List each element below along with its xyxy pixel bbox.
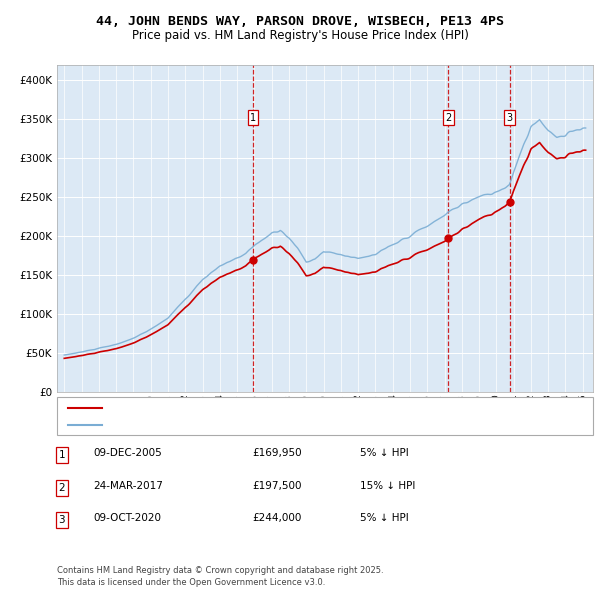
Text: 15% ↓ HPI: 15% ↓ HPI	[360, 481, 415, 491]
Text: 5% ↓ HPI: 5% ↓ HPI	[360, 513, 409, 523]
Text: £169,950: £169,950	[252, 448, 302, 458]
Text: Price paid vs. HM Land Registry's House Price Index (HPI): Price paid vs. HM Land Registry's House …	[131, 30, 469, 42]
Text: 3: 3	[506, 113, 513, 123]
Text: 2: 2	[58, 483, 65, 493]
Text: HPI: Average price, detached house, Fenland: HPI: Average price, detached house, Fenl…	[106, 419, 326, 430]
Text: 09-OCT-2020: 09-OCT-2020	[93, 513, 161, 523]
Text: 44, JOHN BENDS WAY, PARSON DROVE, WISBECH, PE13 4PS (detached house): 44, JOHN BENDS WAY, PARSON DROVE, WISBEC…	[106, 403, 488, 413]
Text: Contains HM Land Registry data © Crown copyright and database right 2025.
This d: Contains HM Land Registry data © Crown c…	[57, 566, 383, 587]
Text: 09-DEC-2005: 09-DEC-2005	[93, 448, 162, 458]
Text: 1: 1	[250, 113, 256, 123]
Text: £244,000: £244,000	[252, 513, 301, 523]
Text: 44, JOHN BENDS WAY, PARSON DROVE, WISBECH, PE13 4PS: 44, JOHN BENDS WAY, PARSON DROVE, WISBEC…	[96, 15, 504, 28]
Text: 2: 2	[445, 113, 451, 123]
Text: 5% ↓ HPI: 5% ↓ HPI	[360, 448, 409, 458]
Text: 1: 1	[58, 450, 65, 460]
Text: 24-MAR-2017: 24-MAR-2017	[93, 481, 163, 491]
Text: £197,500: £197,500	[252, 481, 302, 491]
Text: 3: 3	[58, 515, 65, 525]
